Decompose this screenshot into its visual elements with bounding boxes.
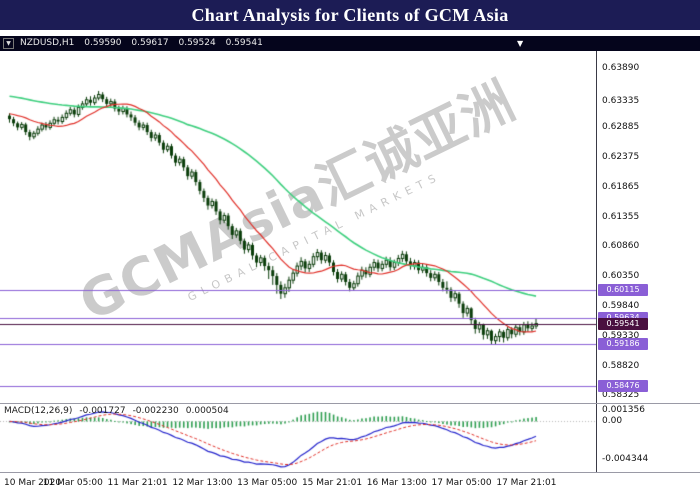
price-tick: 0.61355 xyxy=(602,212,640,222)
candlestick-canvas[interactable] xyxy=(0,51,596,403)
macd-canvas[interactable] xyxy=(0,404,596,472)
macd-tick: 0.00 xyxy=(602,416,623,427)
price-tick: 0.62375 xyxy=(602,152,640,163)
price-chart-area[interactable]: GCMAsia汇诚亚洲 GLOBAL CAPITAL MARKETS xyxy=(0,51,596,403)
price-level-badge: 0.58476 xyxy=(598,380,648,393)
page-title: Chart Analysis for Clients of GCM Asia xyxy=(0,0,700,30)
time-label: 15 Mar 21:01 xyxy=(301,478,363,488)
time-label: 17 Mar 21:01 xyxy=(496,478,557,488)
price-tick: 0.60860 xyxy=(602,241,640,252)
ohlc-readout: NZDUSD,H1 0.59590 0.59617 0.59524 0.5954… xyxy=(20,36,270,51)
price-tick: 0.61865 xyxy=(602,182,640,193)
ohlc-close: 0.59541 xyxy=(225,38,263,48)
macd-tick: 0.001356 xyxy=(602,404,645,415)
macd-indicator-label: MACD(12,26,9) xyxy=(4,406,73,416)
price-level-badge: 0.59541 xyxy=(598,317,648,330)
chevron-down-icon: ▼ xyxy=(6,40,11,47)
symbol-dropdown-button[interactable]: ▼ xyxy=(3,38,14,49)
time-label: 10 Mar 2020 xyxy=(4,478,62,488)
time-axis[interactable]: 10 Mar 2020 11 Mar 05:00 11 Mar 21:01 12 Ma… xyxy=(0,476,700,496)
macd-signal-value: -0.002230 xyxy=(132,406,179,416)
price-tick: 0.63890 xyxy=(602,63,640,74)
ohlc-low: 0.59524 xyxy=(178,38,216,48)
price-tick: 0.60350 xyxy=(602,271,640,282)
time-label: 11 Mar 21:01 xyxy=(107,478,168,488)
macd-tick: -0.004344 xyxy=(602,454,649,465)
time-axis-divider xyxy=(0,472,700,473)
time-label: 16 Mar 13:00 xyxy=(366,478,427,488)
macd-main-value: -0.001727 xyxy=(79,406,126,416)
macd-panel[interactable] xyxy=(0,404,596,472)
price-level-badge: 0.60115 xyxy=(598,283,648,296)
time-label: 13 Mar 05:00 xyxy=(237,478,298,488)
macd-panel-divider[interactable] xyxy=(0,403,700,404)
ohlc-high: 0.59617 xyxy=(131,38,169,48)
axis-separator xyxy=(596,51,597,472)
ohlc-open: 0.59590 xyxy=(84,38,122,48)
price-axis[interactable]: 0.63890 0.63335 0.62885 0.62375 0.61865 0.613… xyxy=(597,51,700,472)
price-tick: 0.58325 xyxy=(602,390,640,401)
price-level-badge: 0.59186 xyxy=(598,338,648,351)
symbol-label: NZDUSD,H1 xyxy=(20,38,75,48)
price-tick: 0.62885 xyxy=(602,122,640,133)
time-label: 17 Mar 05:00 xyxy=(431,478,492,488)
chart-header-bar: ▼ NZDUSD,H1 0.59590 0.59617 0.59524 0.59… xyxy=(0,36,700,51)
price-tick: 0.59840 xyxy=(602,301,640,312)
macd-header: MACD(12,26,9) -0.001727 -0.002230 0.000504 xyxy=(4,406,236,416)
price-tick: 0.63335 xyxy=(602,95,640,106)
time-label: 12 Mar 13:00 xyxy=(172,478,233,488)
price-tick: 0.59330 xyxy=(602,331,640,341)
chart-caret-icon[interactable]: ▼ xyxy=(517,39,524,48)
macd-hist-value: 0.000504 xyxy=(185,406,229,416)
time-label: 11 Mar 05:00 xyxy=(42,478,103,488)
price-tick: 0.58820 xyxy=(602,360,640,371)
